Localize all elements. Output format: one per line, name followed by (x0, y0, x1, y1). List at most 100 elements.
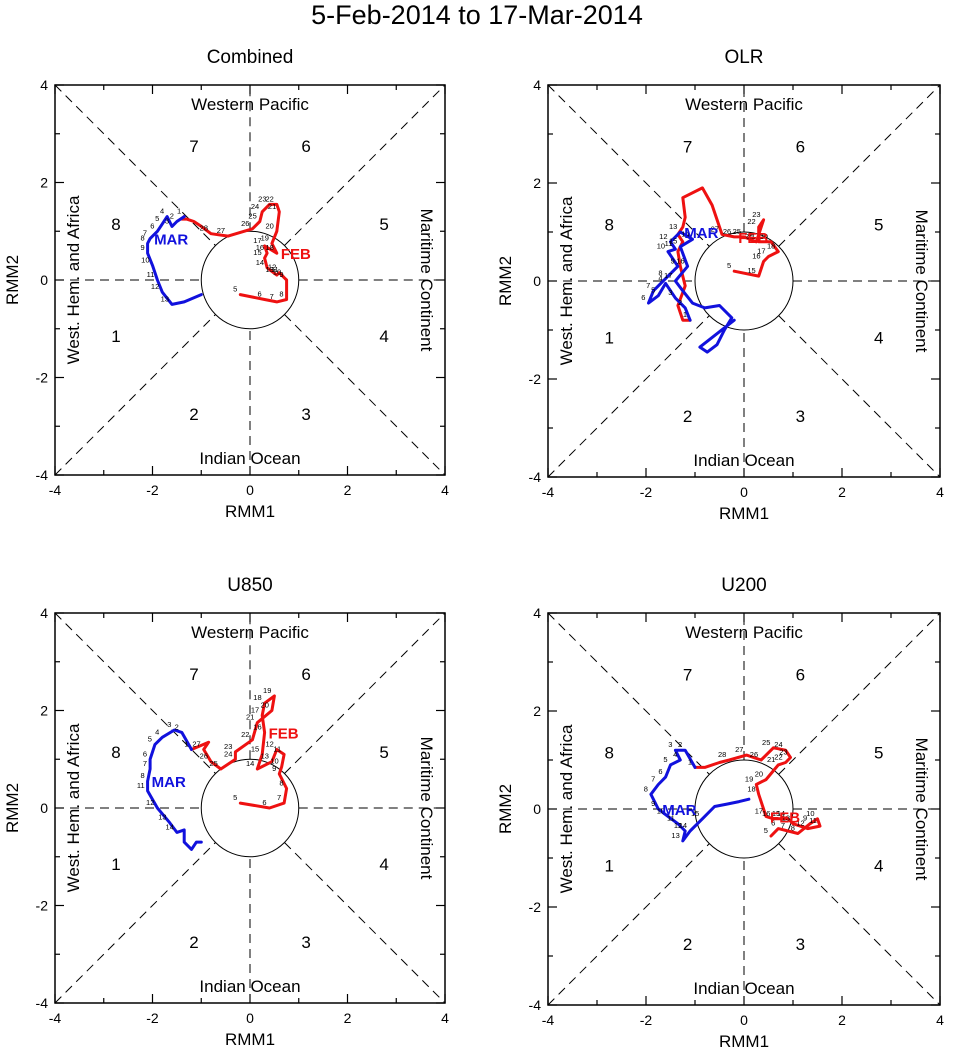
day-label: 23 (779, 748, 787, 757)
phase-number-3: 3 (301, 933, 310, 952)
day-label: 15 (253, 248, 261, 257)
day-label: 8 (658, 269, 662, 278)
x-tick-label: 4 (936, 1012, 944, 1028)
series-line-mar (146, 215, 203, 306)
day-label: 24 (251, 202, 259, 211)
phase-number-2: 2 (189, 405, 198, 424)
region-label-top: Western Pacific (685, 623, 803, 642)
day-label: 2 (170, 212, 174, 221)
phase-number-5: 5 (874, 744, 883, 763)
day-label: 15 (747, 266, 755, 275)
y-axis-label: RMM2 (496, 256, 515, 306)
region-label-bottom: Indian Ocean (693, 979, 794, 998)
x-axis-label: RMM1 (719, 504, 769, 523)
y-tick-label: 4 (533, 605, 541, 621)
day-label: 18 (253, 693, 261, 702)
series-line-feb (676, 186, 780, 322)
phase-number-6: 6 (301, 665, 310, 684)
region-label-left: West. Hem. and Africa (64, 195, 83, 364)
phase-divider (778, 612, 941, 775)
phase-divider (284, 612, 446, 774)
day-label: 8 (140, 233, 144, 242)
region-label-right: Maritime Continent (912, 210, 931, 353)
day-label: 9 (651, 799, 655, 808)
day-label: 4 (160, 207, 164, 216)
day-label: 28 (200, 224, 208, 233)
day-label: 26 (241, 219, 249, 228)
x-tick-label: 4 (441, 482, 449, 498)
phase-number-4: 4 (379, 855, 388, 874)
day-label: 13 (261, 752, 269, 761)
day-label: 23 (258, 194, 266, 203)
y-tick-label: -4 (529, 997, 542, 1013)
phase-divider (284, 314, 446, 476)
day-label: 11 (147, 270, 155, 279)
month-label-feb: FEB (269, 725, 299, 742)
region-label-top: Western Pacific (191, 623, 309, 642)
y-tick-label: -2 (36, 370, 49, 386)
region-label-top: Western Pacific (685, 95, 803, 114)
region-label-left: West. Hem. and Africa (557, 196, 576, 365)
day-label: 9 (671, 256, 675, 265)
day-label: 9 (140, 243, 144, 252)
phase-number-4: 4 (874, 328, 883, 347)
x-tick-label: -4 (542, 484, 555, 500)
day-label: 3 (165, 216, 169, 225)
x-axis-label: RMM1 (719, 1032, 769, 1051)
phase-divider (778, 843, 941, 1006)
phase-number-1: 1 (605, 328, 614, 347)
day-label: 18 (265, 243, 273, 252)
day-label: 15 (691, 809, 699, 818)
region-label-right: Maritime Continent (417, 737, 436, 880)
day-label: 20 (265, 221, 273, 230)
day-label: 8 (140, 771, 144, 780)
region-label-bottom: Indian Ocean (199, 977, 300, 996)
day-label: 7 (646, 281, 650, 290)
x-tick-label: 0 (740, 1012, 748, 1028)
day-label: 7 (651, 775, 655, 784)
x-tick-label: 0 (246, 1010, 254, 1026)
day-label: 11 (271, 265, 279, 274)
day-label: 18 (767, 242, 775, 251)
phase-divider (54, 842, 216, 1004)
day-label: 19 (745, 775, 753, 784)
phase-number-7: 7 (189, 137, 198, 156)
day-label: 3 (668, 740, 672, 749)
x-tick-label: 2 (838, 1012, 846, 1028)
x-tick-label: -2 (146, 482, 159, 498)
phase-number-3: 3 (301, 405, 310, 424)
day-label: 16 (676, 256, 684, 265)
day-label: 6 (262, 798, 266, 807)
panel-title: U850 (227, 575, 272, 596)
phase-number-7: 7 (683, 665, 692, 684)
day-label: 10 (657, 242, 665, 251)
day-label: 17 (664, 271, 672, 280)
y-tick-label: 4 (40, 77, 48, 93)
day-label: 27 (711, 224, 719, 233)
day-label: 15 (669, 237, 677, 246)
y-tick-label: -2 (529, 371, 542, 387)
phase-number-2: 2 (683, 935, 692, 954)
x-tick-label: -2 (640, 1012, 653, 1028)
day-label: 16 (253, 722, 261, 731)
day-label: 12 (674, 821, 682, 830)
day-label: 24 (745, 232, 753, 241)
day-label: 8 (791, 824, 795, 833)
region-label-right: Maritime Continent (912, 738, 931, 881)
day-label: 5 (727, 261, 731, 270)
day-label: 6 (150, 221, 154, 230)
y-tick-label: -2 (529, 899, 542, 915)
day-label: 13 (265, 265, 273, 274)
day-label: 5 (233, 285, 237, 294)
unit-circle (200, 758, 300, 858)
y-tick-label: -4 (36, 467, 49, 483)
series-line-mar (649, 748, 751, 843)
day-label: 16 (762, 809, 770, 818)
x-tick-label: -4 (542, 1012, 555, 1028)
phase-number-8: 8 (111, 215, 120, 234)
day-label: 12 (659, 232, 667, 241)
day-label: 23 (752, 210, 760, 219)
day-label: 7 (270, 292, 274, 301)
